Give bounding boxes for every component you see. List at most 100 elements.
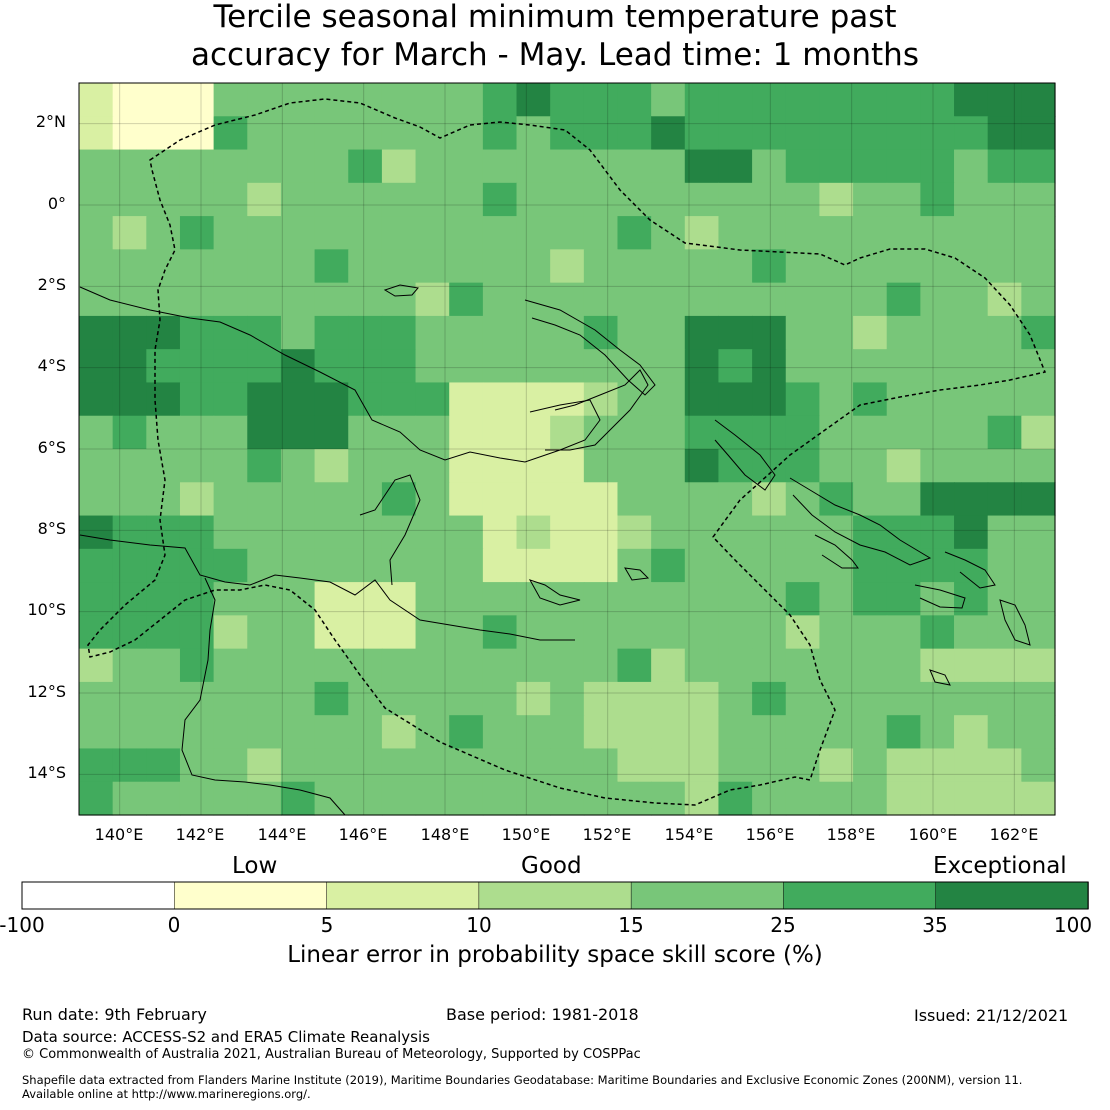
grid-cell xyxy=(617,715,652,750)
grid-cell xyxy=(752,648,787,683)
grid-cell xyxy=(617,415,652,450)
grid-cell xyxy=(920,715,955,750)
grid-cell xyxy=(987,349,1022,384)
grid-cell xyxy=(954,482,989,517)
grid-cell xyxy=(415,249,450,284)
data-source: Data source: ACCESS-S2 and ERA5 Climate … xyxy=(22,1028,430,1046)
grid-cell xyxy=(617,781,652,816)
grid-cell xyxy=(381,382,417,417)
grid-cell xyxy=(449,582,484,616)
grid-cell xyxy=(449,648,484,683)
grid-cell xyxy=(179,648,215,683)
grid-cell xyxy=(449,415,484,450)
grid-cell xyxy=(348,282,383,317)
grid-cell xyxy=(314,349,349,384)
grid-cell xyxy=(785,315,821,350)
grid-cell xyxy=(1021,282,1056,317)
grid-cell xyxy=(819,681,854,716)
coastline-new-guinea-south xyxy=(79,534,575,641)
grid-cell xyxy=(987,149,1022,184)
grid-cell xyxy=(853,482,888,517)
grid-cell xyxy=(247,116,282,151)
grid-cell xyxy=(247,449,282,483)
grid-cell xyxy=(684,149,720,184)
colorbar-segments xyxy=(21,881,1089,910)
grid-cell xyxy=(314,681,349,716)
lat-label-6s: 6°S xyxy=(37,438,66,457)
grid-cell xyxy=(785,482,821,517)
grid-cell xyxy=(819,315,854,350)
grid-cell xyxy=(280,681,316,716)
grid-cell xyxy=(516,715,551,750)
grid-cell xyxy=(79,781,114,816)
grid-cell xyxy=(718,748,753,783)
grid-cell xyxy=(853,781,888,816)
grid-cell xyxy=(819,116,854,151)
grid-cell xyxy=(213,449,248,483)
grid-cell xyxy=(886,415,921,450)
grid-cell xyxy=(651,149,686,184)
grid-cell xyxy=(482,482,518,517)
grid-cell xyxy=(954,548,989,583)
grid-cell xyxy=(213,149,248,184)
grid-cell xyxy=(853,582,888,616)
lon-label-154e: 154°E xyxy=(664,825,714,844)
grid-cell xyxy=(920,415,955,450)
grid-cell xyxy=(79,282,114,317)
grid-cell xyxy=(886,449,921,483)
grid-cell xyxy=(886,182,921,217)
grid-cell xyxy=(920,482,955,517)
grid-cell xyxy=(179,515,215,550)
grid-cell xyxy=(1021,149,1056,184)
grid-cell xyxy=(348,83,383,117)
grid-cell xyxy=(314,748,349,783)
grid-cell xyxy=(213,648,248,683)
grid-cell xyxy=(886,315,921,350)
grid-cell xyxy=(785,349,821,384)
lat-label-0: 0° xyxy=(47,194,66,213)
grid-cell xyxy=(112,249,147,284)
grid-cell xyxy=(415,582,450,616)
grid-cell xyxy=(954,83,989,117)
colorbar xyxy=(21,881,1089,910)
grid-cell xyxy=(550,648,585,683)
grid-cell xyxy=(752,382,787,417)
grid-cell xyxy=(112,582,147,616)
lon-label-152e: 152°E xyxy=(582,825,632,844)
grid-cell xyxy=(348,315,383,350)
grid-cell xyxy=(583,282,619,317)
grid-cell xyxy=(819,648,854,683)
lat-label-2s: 2°S xyxy=(37,275,66,294)
coastline-solomons-d xyxy=(944,551,996,589)
grid-cell xyxy=(280,482,316,517)
grid-cell xyxy=(79,83,114,117)
grid-cell xyxy=(381,83,417,117)
grid-cell xyxy=(583,515,619,550)
grid-cell xyxy=(516,748,551,783)
grid-cell xyxy=(752,149,787,184)
grid-cell xyxy=(718,216,753,250)
grid-cell xyxy=(752,449,787,483)
grid-cell xyxy=(1021,83,1056,117)
grid-cell xyxy=(415,415,450,450)
grid-cell xyxy=(79,149,114,184)
grid-cell xyxy=(415,482,450,517)
grid-cell xyxy=(314,482,349,517)
coastline-gulf xyxy=(359,474,421,586)
grid-cell xyxy=(954,748,989,783)
grid-cell xyxy=(516,415,551,450)
grid-cell xyxy=(987,415,1022,450)
grid-cell xyxy=(146,449,181,483)
grid-cell xyxy=(247,548,282,583)
grid-cell xyxy=(213,615,248,650)
grid-cell xyxy=(987,681,1022,716)
grid-cell xyxy=(617,582,652,616)
grid-cell xyxy=(516,315,551,350)
grid-cell xyxy=(179,182,215,217)
grid-cell xyxy=(583,216,619,250)
grid-cell xyxy=(348,116,383,151)
grid-cell xyxy=(785,748,821,783)
grid-cell xyxy=(381,282,417,317)
category-good: Good xyxy=(521,853,582,879)
